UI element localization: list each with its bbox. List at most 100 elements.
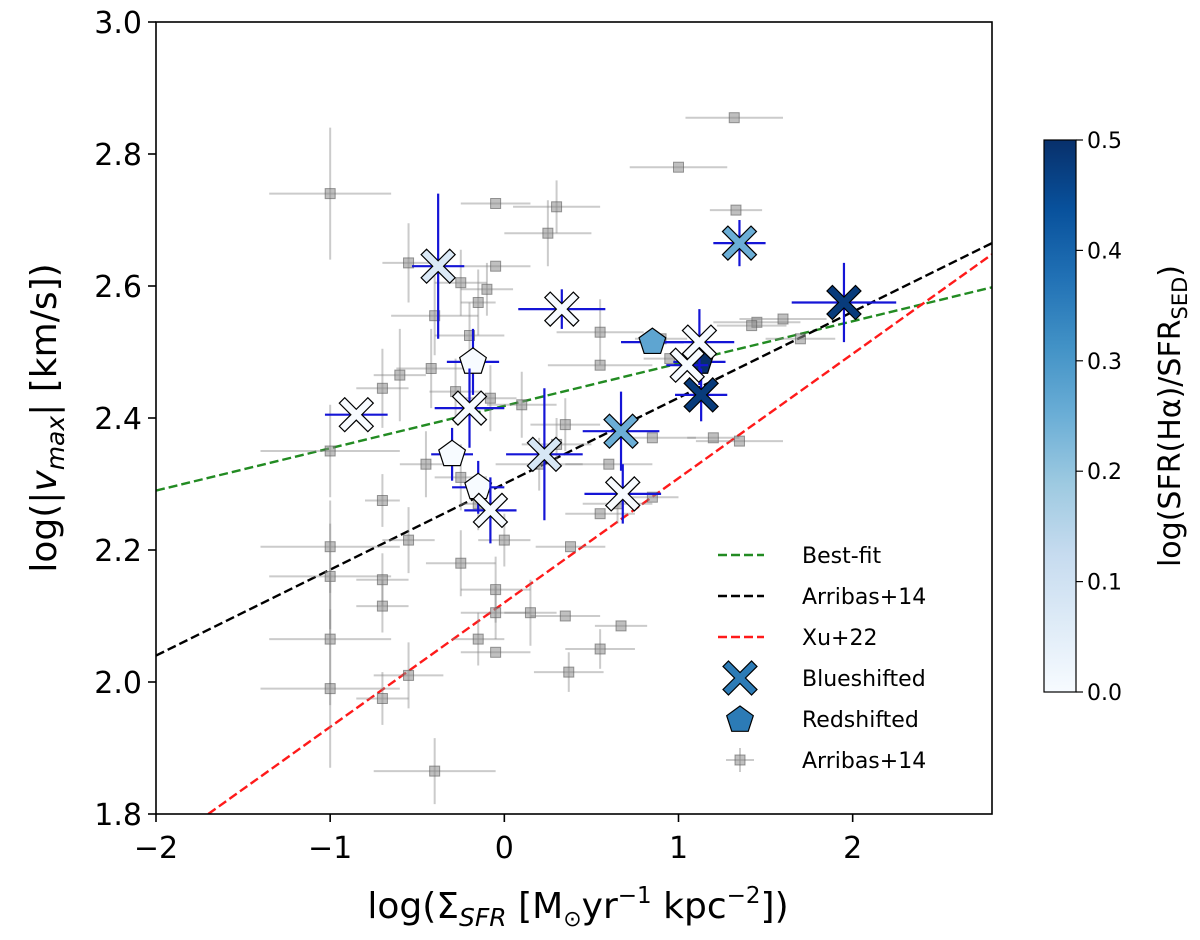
- y-tick-label: 2.8: [94, 138, 142, 173]
- legend-item: Best-fit: [718, 544, 882, 569]
- legend: Best-fit Arribas+14 Xu+22 Blueshifted Redshi…: [718, 544, 926, 774]
- colorbar-label: log(SFR(Hα)/SFRSED): [1153, 265, 1192, 567]
- y-tick-label: 3.0: [94, 6, 142, 41]
- arribas-point: [269, 523, 392, 630]
- arribas-point: [716, 320, 787, 332]
- arribas-point: [356, 672, 409, 725]
- arribas-point: [739, 313, 827, 325]
- arribas-point: [373, 328, 426, 422]
- x-axis-label: log(ΣSFR [M⊙yr−1 kpc−2]): [367, 883, 788, 932]
- arribas-point: [687, 432, 740, 444]
- arribas-point: [513, 180, 601, 234]
- blueshifted-point: [412, 193, 465, 339]
- arribas-point: [709, 204, 763, 216]
- arribas-point: [504, 200, 592, 267]
- arribas-point: [565, 458, 653, 470]
- x-axis: −2 −1 0 1 2: [134, 814, 862, 866]
- colorbar: 0.0 0.1 0.2 0.3 0.4 0.5 log(SFR(Hα)/SFRSED): [1043, 129, 1192, 706]
- arribas-point: [765, 333, 836, 345]
- legend-square-swatch: [734, 754, 746, 766]
- x-tick-label: 0: [495, 831, 514, 866]
- y-tick-label: 2.4: [94, 402, 142, 437]
- line-best-fit: [156, 286, 992, 492]
- arribas-point: [695, 435, 783, 447]
- y-tick-label: 2.6: [94, 270, 142, 305]
- blueshifted-point: [713, 220, 766, 267]
- arribas-point: [365, 474, 400, 527]
- arribas-point: [460, 586, 531, 640]
- colorbar-tick-label: 0.2: [1087, 460, 1122, 485]
- legend-item: Arribas+14: [726, 748, 926, 774]
- blueshifted-point: [518, 289, 606, 329]
- arribas-point: [460, 262, 514, 316]
- line-xu-22: [207, 253, 992, 814]
- blueshifted-point: [464, 477, 517, 544]
- x-tick-label: 2: [843, 831, 862, 866]
- arribas-point: [382, 223, 435, 303]
- x-tick-label: −1: [308, 831, 352, 866]
- y-axis-label: log(|vmax| [km/s]): [24, 263, 70, 572]
- colorbar-tick-label: 0.5: [1087, 129, 1122, 154]
- legend-label: Xu+22: [802, 626, 877, 651]
- arribas-point: [452, 612, 505, 666]
- x-tick-label: −2: [134, 831, 178, 866]
- legend-item: Redshifted: [725, 705, 919, 733]
- legend-item: Xu+22: [718, 626, 877, 651]
- arribas-point: [626, 491, 679, 503]
- y-axis: 1.8 2.0 2.2 2.4 2.6 2.8 3.0: [94, 6, 156, 833]
- arribas-point: [260, 404, 400, 498]
- redshifted-point: [452, 460, 505, 514]
- arribas-point: [460, 646, 531, 658]
- arribas-point: [685, 112, 783, 124]
- colorbar-tick-label: 0.0: [1087, 681, 1122, 706]
- arribas-point: [382, 507, 435, 574]
- arribas-point: [460, 198, 531, 209]
- legend-item: Arribas+14: [718, 585, 926, 610]
- legend-label: Arribas+14: [802, 585, 926, 610]
- legend-item: Blueshifted: [722, 660, 926, 696]
- arribas-point: [460, 269, 496, 336]
- colorbar-gradient: [1044, 140, 1076, 692]
- blueshifted-point: [666, 347, 709, 384]
- arribas-point: [269, 127, 392, 260]
- legend-label: Best-fit: [802, 544, 882, 569]
- y-tick-label: 2.2: [94, 534, 142, 569]
- redshifted-point: [431, 427, 473, 481]
- legend-label: Blueshifted: [802, 667, 926, 692]
- blueshifted-point: [324, 396, 388, 433]
- arribas-point: [530, 610, 601, 622]
- colorbar-tick-label: 0.4: [1087, 239, 1122, 264]
- blueshifted-point: [791, 262, 897, 343]
- blueshifted-point: [506, 388, 583, 521]
- arribas-point: [547, 359, 653, 371]
- colorbar-frame: [1043, 139, 1077, 693]
- arribas-point: [396, 328, 467, 409]
- legend-label: Redshifted: [802, 708, 919, 733]
- y-tick-label: 1.8: [94, 798, 142, 833]
- arribas-point: [434, 249, 487, 316]
- arribas-point: [504, 579, 557, 646]
- arribas-point: [391, 276, 479, 356]
- arribas-point: [460, 260, 531, 272]
- blueshifted-point: [584, 464, 662, 524]
- blueshifted-point: [582, 391, 660, 471]
- blueshifted-point: [434, 368, 505, 448]
- trend-lines: [156, 242, 992, 814]
- legend-cross-swatch: [722, 660, 758, 696]
- arribas-point: [565, 629, 635, 669]
- legend-pentagon-swatch: [725, 705, 755, 732]
- plot-area: [155, 21, 993, 815]
- arribas-point: [260, 609, 400, 768]
- arribas-point: [535, 541, 606, 553]
- colorbar-tick-label: 0.1: [1087, 571, 1122, 596]
- y-tick-label: 2.0: [94, 666, 142, 701]
- arribas-point: [629, 161, 728, 173]
- arribas-point: [425, 530, 496, 597]
- arribas-point: [594, 620, 648, 632]
- redshifted-point: [446, 328, 500, 395]
- x-tick-label: 1: [669, 831, 688, 866]
- colorbar-tick-label: 0.3: [1087, 350, 1122, 375]
- plot-background: [156, 22, 992, 814]
- arribas-point: [533, 652, 604, 692]
